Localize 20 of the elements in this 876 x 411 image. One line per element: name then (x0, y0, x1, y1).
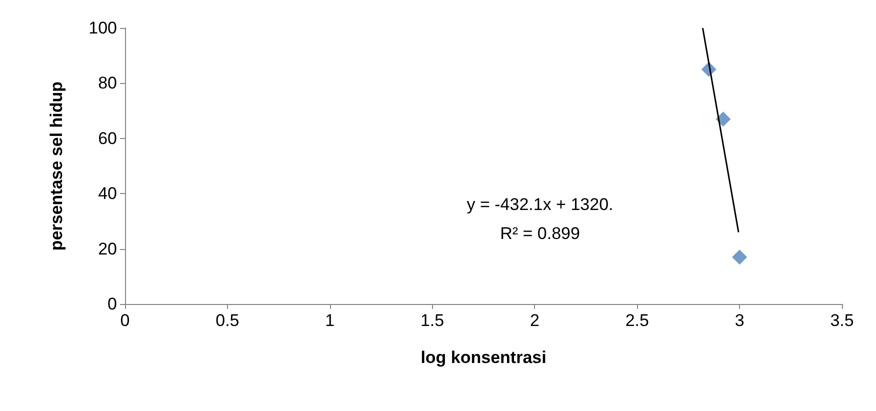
x-tick-label: 3 (734, 311, 744, 330)
annotation: y = -432.1x + 1320. (466, 195, 614, 214)
annotation: R² = 0.899 (500, 224, 580, 243)
y-tick-label: 40 (98, 184, 117, 204)
x-tick-label: 0 (120, 311, 130, 330)
x-tick-label: 0.5 (216, 311, 240, 330)
x-axis-title: log konsentrasi (420, 348, 546, 367)
y-tick-label: 80 (98, 74, 117, 93)
x-tick-label: 2 (530, 311, 540, 330)
y-tick-label: 0 (108, 294, 117, 314)
y-axis-title: persentase sel hidup (47, 81, 66, 251)
y-tick-label: 100 (88, 18, 117, 38)
y-tick-label: 20 (98, 239, 117, 258)
y-tick-label: 60 (98, 128, 117, 148)
x-tick-label: 3.5 (830, 311, 854, 330)
x-tick-label: 1 (325, 311, 335, 330)
x-tick-label: 2.5 (625, 311, 649, 330)
point (716, 112, 731, 127)
point (732, 250, 748, 265)
x-tick-label: 1.5 (420, 311, 444, 330)
